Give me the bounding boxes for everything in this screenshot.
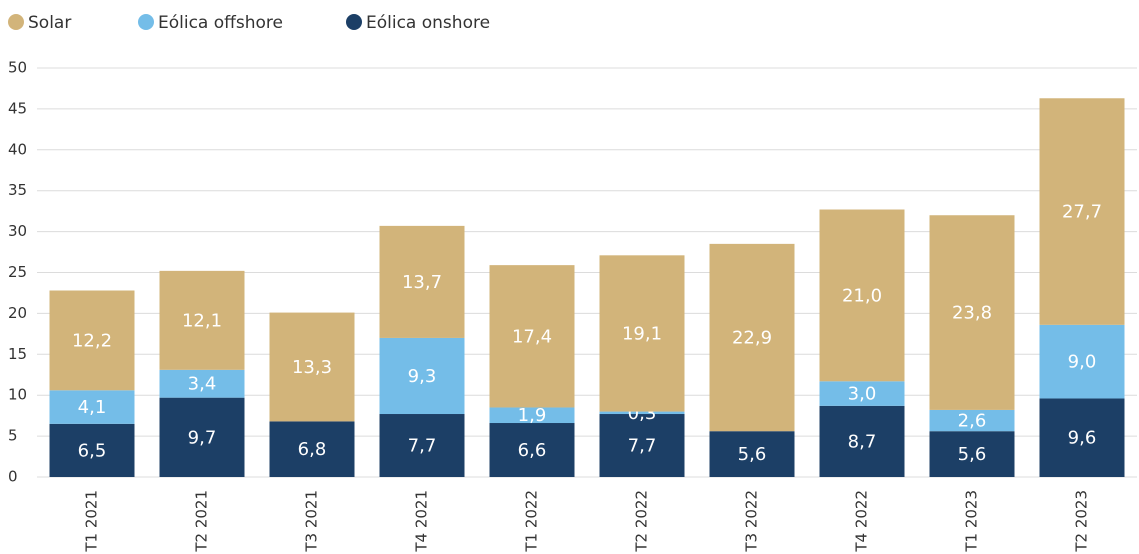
bar-segment xyxy=(599,255,685,412)
data-label: 6,5 xyxy=(78,440,107,461)
bar-segment xyxy=(819,209,905,382)
data-label: 12,2 xyxy=(72,330,112,351)
y-tick-label: 30 xyxy=(8,222,27,240)
bar-segment xyxy=(489,407,575,424)
data-label: 5,6 xyxy=(738,444,767,465)
data-label: 9,6 xyxy=(1068,428,1097,449)
x-tick-label: T2 2022 xyxy=(633,490,651,553)
data-label: 3,4 xyxy=(188,374,217,395)
bar-segment xyxy=(489,423,575,477)
legend-label: Solar xyxy=(28,13,71,33)
y-tick-label: 35 xyxy=(8,181,27,199)
legend-swatch xyxy=(8,14,24,30)
data-label: 3,0 xyxy=(848,384,877,405)
data-label: 5,6 xyxy=(958,444,987,465)
data-label: 7,7 xyxy=(408,436,437,457)
data-label: 7,7 xyxy=(628,436,657,457)
x-tick-label: T3 2021 xyxy=(303,490,321,553)
data-label: 2,6 xyxy=(958,411,987,432)
data-label: 6,8 xyxy=(298,439,327,460)
data-label: 22,9 xyxy=(732,328,772,349)
bar-segment xyxy=(929,409,1015,432)
bar-segment xyxy=(1039,98,1125,325)
y-tick-label: 10 xyxy=(8,386,27,404)
x-tick-label: T2 2023 xyxy=(1073,490,1091,553)
x-tick-label: T4 2021 xyxy=(413,490,431,553)
data-label: 17,4 xyxy=(512,326,552,347)
data-label: 9,7 xyxy=(188,427,217,448)
x-tick-label: T2 2021 xyxy=(193,490,211,553)
bar-segment xyxy=(1039,324,1125,399)
bar-segment xyxy=(269,421,355,477)
data-label: 4,1 xyxy=(78,397,107,418)
bar-segment xyxy=(159,397,245,477)
bar-segment xyxy=(489,265,575,408)
bar-segment xyxy=(159,270,245,370)
data-label: 13,7 xyxy=(402,272,442,293)
data-label: 12,1 xyxy=(182,310,222,331)
y-tick-label: 50 xyxy=(8,59,27,77)
data-label: 1,9 xyxy=(518,405,547,426)
legend-label: Eólica offshore xyxy=(158,13,283,33)
y-tick-label: 40 xyxy=(8,140,27,158)
bar-segment xyxy=(379,337,465,415)
bar-segment xyxy=(1039,398,1125,477)
bar-segment xyxy=(379,225,465,338)
bar-segment xyxy=(929,431,1015,477)
bar-segment xyxy=(709,431,795,477)
bar-segment xyxy=(819,381,905,406)
data-label: 9,3 xyxy=(408,366,437,387)
y-tick-label: 45 xyxy=(8,99,27,117)
x-tick-label: T1 2022 xyxy=(523,490,541,553)
x-tick-label: T1 2023 xyxy=(963,490,981,553)
y-tick-label: 0 xyxy=(8,468,18,486)
x-tick-label: T1 2021 xyxy=(83,490,101,553)
bar-segment xyxy=(929,215,1015,410)
y-tick-label: 15 xyxy=(8,345,27,363)
bar-segment xyxy=(49,290,135,391)
bar-segment xyxy=(49,423,135,477)
legend-label: Eólica onshore xyxy=(366,13,490,33)
y-tick-label: 5 xyxy=(8,427,18,445)
bar-segment xyxy=(379,414,465,477)
data-label: 21,0 xyxy=(842,285,882,306)
bar-segment xyxy=(819,405,905,477)
data-label: 27,7 xyxy=(1062,202,1102,223)
bar-segment xyxy=(599,411,685,415)
bar-segment xyxy=(269,312,355,422)
bar-segment xyxy=(599,414,685,477)
data-label: 6,6 xyxy=(518,440,547,461)
data-label: 8,7 xyxy=(848,431,877,452)
legend-swatch xyxy=(138,14,154,30)
x-tick-label: T4 2022 xyxy=(853,490,871,553)
y-tick-label: 20 xyxy=(8,304,27,322)
y-tick-label: 25 xyxy=(8,263,27,281)
data-label: 23,8 xyxy=(952,303,992,324)
bar-segment xyxy=(709,243,795,432)
data-label: 13,3 xyxy=(292,357,332,378)
data-label: 9,0 xyxy=(1068,352,1097,373)
data-label: 19,1 xyxy=(622,323,662,344)
bar-segment xyxy=(159,369,245,398)
bar-segment xyxy=(49,390,135,424)
x-tick-label: T3 2022 xyxy=(743,490,761,553)
legend-swatch xyxy=(346,14,362,30)
